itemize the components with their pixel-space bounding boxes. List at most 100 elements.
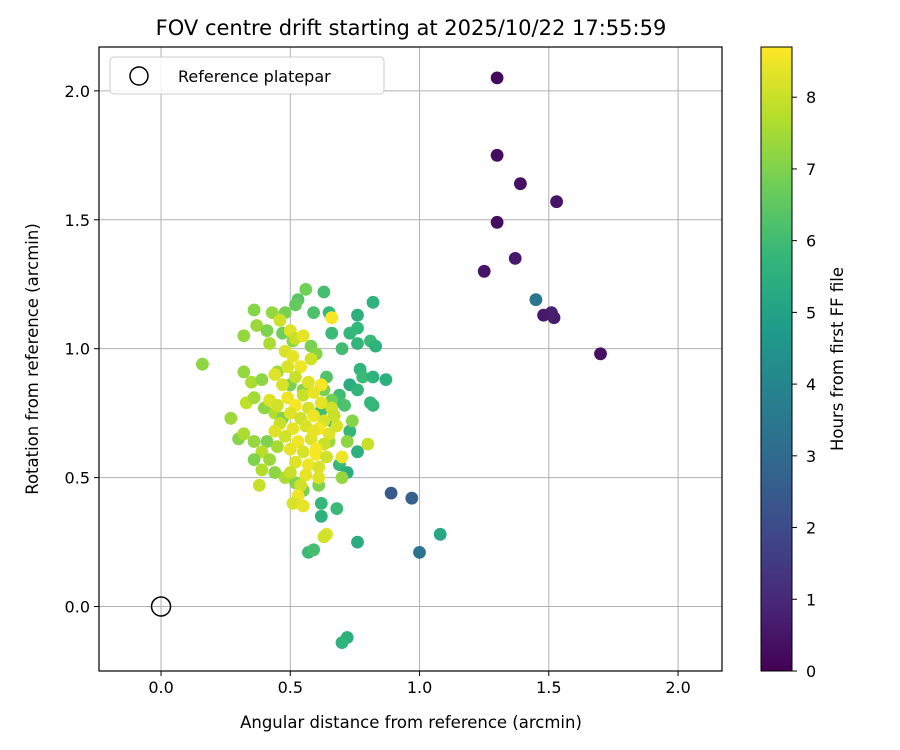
data-point — [268, 368, 282, 381]
data-point — [314, 396, 328, 410]
colorbar-tick-label: 3 — [806, 447, 816, 466]
data-point — [304, 352, 318, 366]
data-point — [283, 406, 297, 420]
y-axis-label: Rotation from reference (arcmin) — [23, 223, 42, 495]
data-point — [330, 502, 344, 515]
colorbar-tick-label: 7 — [806, 160, 816, 179]
data-point — [247, 453, 261, 466]
data-point — [356, 370, 370, 384]
data-point — [413, 546, 426, 559]
data-point — [255, 445, 269, 459]
data-point — [312, 460, 326, 474]
data-point — [514, 177, 527, 191]
data-point — [307, 386, 320, 399]
data-point — [307, 409, 320, 423]
legend-box — [109, 56, 385, 95]
data-point — [296, 445, 310, 459]
data-point — [294, 360, 307, 374]
data-point — [276, 378, 289, 392]
data-point — [286, 350, 300, 363]
data-point — [271, 399, 284, 412]
data-point — [302, 375, 315, 389]
data-point — [273, 313, 287, 327]
data-point — [237, 427, 251, 441]
y-tick-label: 0.5 — [65, 469, 90, 488]
data-point — [299, 468, 313, 482]
data-point — [307, 543, 320, 557]
data-point — [307, 424, 320, 438]
data-point — [268, 466, 282, 479]
colorbar-tick-label: 6 — [806, 232, 816, 251]
data-point — [477, 264, 491, 278]
chart-title: FOV centre drift starting at 2025/10/22 … — [156, 16, 667, 40]
data-point — [330, 419, 344, 433]
data-point — [550, 195, 563, 209]
data-point — [260, 324, 274, 337]
y-tick-label: 0.0 — [65, 598, 90, 617]
colorbar: 0 1 2 3 4 5 6 7 8 Hours from first FF file — [760, 46, 847, 681]
data-point — [260, 435, 274, 448]
y-axis: 0.0 0.5 1.0 1.5 2.0 — [65, 82, 99, 617]
data-point — [309, 442, 323, 456]
data-point — [237, 365, 251, 379]
data-point — [265, 306, 279, 319]
data-point — [247, 435, 261, 448]
colorbar-tick-label: 1 — [806, 590, 816, 609]
data-point — [490, 148, 504, 162]
data-point — [224, 411, 238, 425]
data-point — [405, 491, 419, 505]
legend-marker-open-circle — [129, 66, 149, 86]
data-point — [299, 283, 313, 296]
data-point — [366, 295, 380, 309]
data-point — [255, 463, 269, 477]
data-point — [314, 509, 328, 523]
data-point — [361, 437, 375, 451]
data-point — [307, 306, 320, 319]
data-point — [268, 424, 282, 438]
data-point — [255, 373, 269, 386]
data-point — [335, 636, 349, 649]
data-point — [247, 391, 261, 405]
data-point — [351, 337, 364, 350]
data-point — [286, 422, 300, 435]
data-point — [369, 339, 382, 353]
x-tick-label: 0.0 — [148, 678, 173, 697]
data-point — [379, 373, 393, 386]
data-point — [263, 453, 276, 466]
data-point — [340, 435, 354, 448]
data-point — [529, 293, 543, 307]
colorbar-ticks: 0 1 2 3 4 5 6 7 8 — [792, 88, 816, 681]
data-point — [296, 329, 310, 343]
data-point — [366, 370, 380, 384]
data-point — [296, 388, 310, 402]
data-point — [327, 409, 341, 423]
data-point — [594, 347, 607, 361]
data-point — [490, 215, 504, 229]
data-point — [335, 342, 349, 356]
data-point — [384, 486, 398, 500]
data-point — [547, 311, 561, 325]
y-tick-label: 2.0 — [65, 82, 90, 101]
data-point — [196, 357, 209, 371]
data-point — [283, 442, 297, 456]
colorbar-tick-label: 5 — [806, 303, 816, 322]
data-point — [247, 303, 261, 317]
data-point — [283, 466, 297, 479]
data-point — [271, 440, 284, 454]
data-point — [278, 430, 292, 443]
data-point — [343, 326, 357, 340]
grid — [99, 47, 722, 671]
data-point — [351, 445, 364, 459]
data-point — [286, 497, 300, 510]
data-point — [289, 455, 302, 469]
colorbar-tick-label: 8 — [806, 88, 816, 107]
data-point — [314, 497, 328, 510]
data-point — [317, 530, 331, 544]
y-tick-label: 1.5 — [65, 211, 90, 230]
data-point — [317, 285, 331, 299]
plot-frame — [98, 46, 723, 672]
data-point — [325, 326, 339, 340]
data-point — [322, 427, 336, 441]
